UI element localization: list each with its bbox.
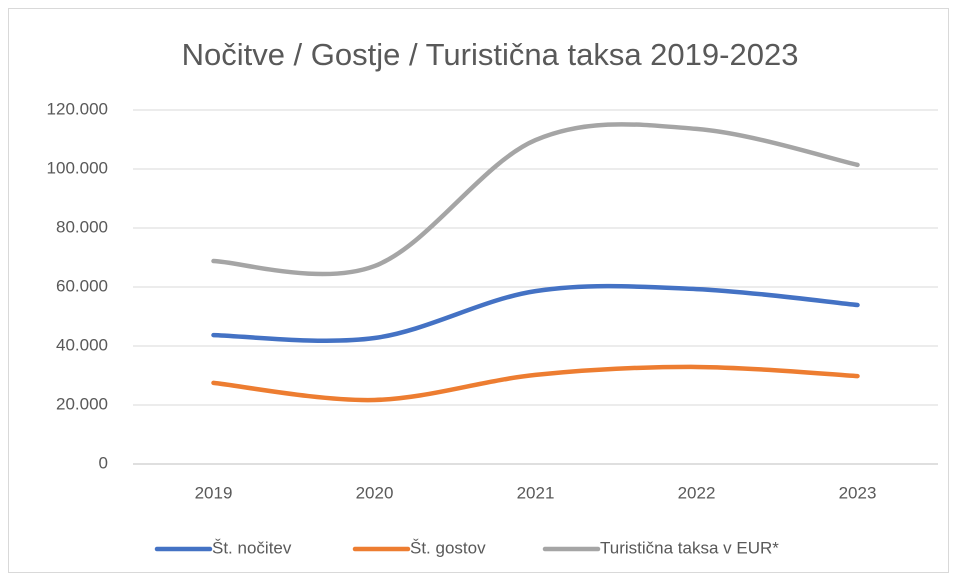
y-tick-label: 60.000 [56,276,108,295]
series-line [211,122,860,277]
legend-label: Št. nočitev [212,538,292,557]
y-tick-label: 100.000 [47,158,108,177]
y-tick-label: 0 [99,453,108,472]
x-tick-label: 2022 [678,483,716,502]
legend-label: Turistična taksa v EUR* [600,538,779,557]
x-tick-label: 2021 [517,483,555,502]
series-line [211,283,860,343]
series-line [211,364,860,403]
x-tick-label: 2020 [356,483,394,502]
x-tick-label: 2023 [839,483,877,502]
y-tick-label: 20.000 [56,394,108,413]
x-tick-label: 2019 [195,483,233,502]
y-tick-label: 120.000 [47,99,108,118]
chart-border [8,8,949,573]
y-tick-label: 40.000 [56,335,108,354]
chart-title: Nočitve / Gostje / Turistična taksa 2019… [182,37,799,72]
y-tick-label: 80.000 [56,217,108,236]
legend-label: Št. gostov [410,538,486,557]
